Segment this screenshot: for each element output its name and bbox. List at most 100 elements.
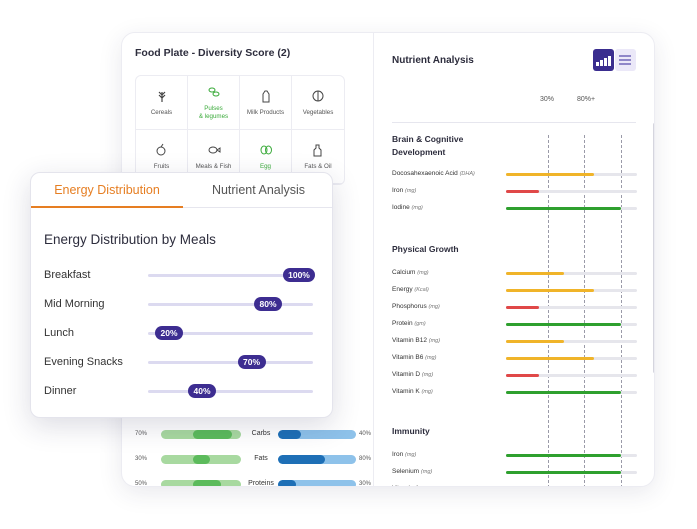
recommended-bar xyxy=(161,455,241,464)
nutrient-analysis-title: Nutrient Analysis xyxy=(392,55,474,66)
meal-progress-track xyxy=(148,390,313,393)
nutrient-bar-fill xyxy=(506,340,564,343)
meal-row: Mid Morning 80% xyxy=(44,297,324,313)
nutrient-row: Vitamin D (mg) xyxy=(392,371,637,381)
beans-icon xyxy=(207,85,221,99)
nutrient-section-title: Brain & Cognitive Development xyxy=(392,134,464,157)
threshold-label-30: 30% xyxy=(540,96,555,103)
nutrient-label: Energy (Kcal) xyxy=(392,286,429,293)
consumed-bar xyxy=(278,480,356,486)
macro-row: 30% Fats 80% xyxy=(135,454,371,466)
scrollbar[interactable] xyxy=(653,123,654,373)
nutrient-bar-track xyxy=(506,272,637,275)
meal-progress-pill: 100% xyxy=(283,268,315,282)
nutrient-bar-fill xyxy=(506,190,539,193)
meal-name: Breakfast xyxy=(44,269,91,281)
food-group-2[interactable]: Milk Products xyxy=(240,76,292,130)
nutrient-label: Calcium (mg) xyxy=(392,269,429,276)
meal-progress-pill: 20% xyxy=(155,326,183,340)
nutrient-label: Vitamin D (mg) xyxy=(392,371,434,378)
nutrient-bar-track xyxy=(506,391,637,394)
nutrient-bar-fill xyxy=(506,374,539,377)
nutrient-row: Vitamin B6 (mg) xyxy=(392,354,637,364)
nutrient-bar-track xyxy=(506,454,637,457)
nutrient-row: Selenium (mg) xyxy=(392,468,637,478)
divider xyxy=(392,122,636,123)
meal-progress-pill: 80% xyxy=(254,297,282,311)
food-group-1[interactable]: Pulses & legumes xyxy=(188,76,240,130)
nutrient-bar-track xyxy=(506,173,637,176)
nutrient-label: Selenium (mg) xyxy=(392,468,433,475)
recommended-bar xyxy=(161,480,241,486)
nutrient-bar-track xyxy=(506,207,637,210)
nutrient-row: Phosphorus (mg) xyxy=(392,303,637,313)
nutrient-bar-track xyxy=(506,471,637,474)
macro-row: 50% Proteins 30% xyxy=(135,479,371,487)
nutrient-label: Vitamin A (mg) xyxy=(392,485,432,486)
nutrient-bar-track xyxy=(506,306,637,309)
nutrient-row: Iron (mg) xyxy=(392,451,637,461)
nutrient-row: Iodine (mg) xyxy=(392,204,637,214)
meal-progress-track xyxy=(148,332,313,335)
threshold-line-30 xyxy=(548,135,549,486)
recommended-percent: 70% xyxy=(135,431,148,437)
consumed-percent: 30% xyxy=(359,481,372,487)
meal-row: Evening Snacks 70% xyxy=(44,355,324,371)
meal-name: Mid Morning xyxy=(44,298,105,310)
nutrient-bar-track xyxy=(506,357,637,360)
meal-name: Dinner xyxy=(44,385,77,397)
nutrient-bar-fill xyxy=(506,272,564,275)
nutrient-bar-fill xyxy=(506,173,594,176)
nutrient-row: Iron (mg) xyxy=(392,187,637,197)
meal-row: Lunch 20% xyxy=(44,326,324,342)
chart-view-button[interactable] xyxy=(593,49,614,71)
macro-row: 70% Carbs 40% xyxy=(135,429,371,441)
consumed-percent: 80% xyxy=(359,456,372,462)
tab-energy-distribution[interactable]: Energy Distribution xyxy=(31,173,183,208)
food-group-0[interactable]: Cereals xyxy=(136,76,188,130)
nutrient-label: Vitamin B6 (mg) xyxy=(392,354,437,361)
food-group-label: Egg xyxy=(259,162,271,170)
nutrient-label: Protein (gm) xyxy=(392,320,426,327)
nutrient-row: Docosahexaenoic Acid (DHA) xyxy=(392,170,637,180)
nutrient-bar-fill xyxy=(506,471,622,474)
nutrient-bar-fill xyxy=(506,207,622,210)
food-group-3[interactable]: Vegetables xyxy=(292,76,344,130)
macro-name: Carbs xyxy=(251,430,271,437)
meal-progress-pill: 40% xyxy=(188,384,216,398)
nutrient-label: Vitamin B12 (mg) xyxy=(392,337,441,344)
oil-icon xyxy=(311,143,325,157)
nutrient-label: Phosphorus (mg) xyxy=(392,303,440,310)
nutrient-label: Docosahexaenoic Acid (DHA) xyxy=(392,170,475,177)
recommended-percent: 50% xyxy=(135,481,148,487)
wheat-icon xyxy=(155,89,169,103)
nutrient-bar-track xyxy=(506,374,637,377)
threshold-line-100 xyxy=(621,135,622,486)
meal-progress-track xyxy=(148,361,313,364)
consumed-percent: 40% xyxy=(359,431,372,437)
nutrient-bar-fill xyxy=(506,391,622,394)
nutrient-row: Protein (gm) xyxy=(392,320,637,330)
consumed-bar xyxy=(278,430,356,439)
egg-icon xyxy=(259,143,273,157)
food-group-label: Meals & Fish xyxy=(195,162,232,170)
tab-nutrient-analysis[interactable]: Nutrient Analysis xyxy=(183,173,332,208)
food-group-label: Vegetables xyxy=(302,108,334,116)
meal-progress-track xyxy=(148,274,313,277)
consumed-bar xyxy=(278,455,356,464)
nutrient-row: Vitamin B12 (mg) xyxy=(392,337,637,347)
nutrient-label: Iron (mg) xyxy=(392,451,417,458)
meal-row: Dinner 40% xyxy=(44,384,324,400)
list-view-button[interactable] xyxy=(615,49,636,71)
nutrient-bar-fill xyxy=(506,454,622,457)
food-plate-title: Food Plate - Diversity Score (2) xyxy=(135,47,291,59)
meal-name: Lunch xyxy=(44,327,74,339)
nutrient-bar-track xyxy=(506,323,637,326)
nutrient-label: Vitamin K (mg) xyxy=(392,388,433,395)
nutrient-row: Energy (Kcal) xyxy=(392,286,637,296)
food-group-label: Fats & Oil xyxy=(304,162,332,170)
threshold-label-80: 80%+ xyxy=(577,96,596,103)
nutrient-row: Calcium (mg) xyxy=(392,269,637,279)
meal-name: Evening Snacks xyxy=(44,356,123,368)
nutrient-label: Iodine (mg) xyxy=(392,204,423,211)
